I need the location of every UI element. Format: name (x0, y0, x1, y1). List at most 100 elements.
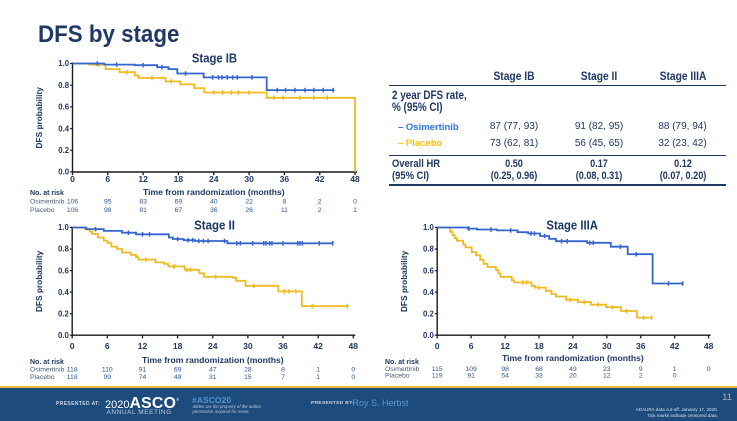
svg-text:6: 6 (105, 341, 110, 351)
svg-text:23: 23 (603, 366, 611, 373)
svg-text:20: 20 (569, 372, 577, 379)
svg-text:1: 1 (673, 366, 677, 373)
svg-text:91: 91 (139, 367, 147, 374)
svg-text:0: 0 (673, 372, 677, 379)
svg-text:1.0: 1.0 (58, 223, 70, 232)
svg-text:12: 12 (603, 372, 611, 379)
svg-text:30: 30 (243, 341, 253, 351)
svg-text:106: 106 (67, 207, 79, 214)
svg-text:12: 12 (500, 341, 510, 351)
svg-text:1: 1 (353, 207, 357, 214)
svg-text:0.0: 0.0 (58, 168, 70, 177)
svg-text:Time from randomization (month: Time from randomization (months) (142, 355, 284, 365)
svg-text:1: 1 (316, 367, 320, 374)
svg-text:69: 69 (175, 199, 183, 206)
svg-text:8: 8 (281, 367, 285, 374)
svg-text:1.0: 1.0 (58, 59, 70, 68)
svg-text:6: 6 (469, 341, 474, 351)
svg-text:2: 2 (318, 199, 322, 206)
svg-text:115: 115 (432, 366, 443, 373)
svg-text:40: 40 (210, 199, 218, 206)
svg-text:0: 0 (70, 174, 75, 184)
svg-text:48: 48 (350, 174, 360, 184)
svg-text:30: 30 (602, 341, 612, 351)
svg-text:Time from randomization (month: Time from randomization (months) (143, 187, 285, 197)
svg-text:118: 118 (67, 374, 78, 381)
svg-text:DFS probability: DFS probability (34, 87, 44, 149)
svg-text:No. at risk: No. at risk (30, 190, 64, 197)
svg-text:0.4: 0.4 (58, 288, 70, 297)
svg-text:2: 2 (639, 372, 643, 379)
svg-text:26: 26 (245, 207, 253, 214)
svg-text:Placebo: Placebo (385, 372, 410, 379)
svg-text:Osimertinib: Osimertinib (30, 367, 65, 374)
svg-text:24: 24 (568, 341, 578, 351)
svg-text:0: 0 (353, 199, 357, 206)
svg-text:0.8: 0.8 (423, 245, 435, 254)
svg-text:Stage IIIA: Stage IIIA (546, 218, 598, 233)
svg-text:0.0: 0.0 (423, 331, 435, 340)
svg-text:42: 42 (313, 341, 323, 351)
svg-text:No. at risk: No. at risk (30, 359, 64, 366)
svg-text:12: 12 (138, 341, 148, 351)
svg-text:0.2: 0.2 (58, 309, 70, 318)
svg-text:69: 69 (174, 367, 182, 374)
svg-text:42: 42 (315, 174, 325, 184)
svg-text:Osimertinib: Osimertinib (30, 199, 65, 206)
svg-text:0.2: 0.2 (423, 309, 435, 318)
svg-text:95: 95 (104, 199, 112, 206)
svg-text:36: 36 (636, 341, 646, 351)
svg-text:Time from randomization (month: Time from randomization (months) (502, 353, 644, 363)
svg-text:DFS probability: DFS probability (399, 250, 409, 312)
svg-text:24: 24 (208, 341, 218, 351)
svg-text:24: 24 (209, 174, 219, 184)
svg-text:67: 67 (175, 207, 183, 214)
svg-text:0.6: 0.6 (58, 103, 70, 112)
svg-text:31: 31 (209, 374, 217, 381)
svg-text:0.4: 0.4 (58, 124, 70, 133)
svg-text:Placebo: Placebo (30, 374, 55, 381)
svg-text:98: 98 (104, 207, 112, 214)
svg-text:0.4: 0.4 (423, 288, 435, 297)
svg-text:Stage IB: Stage IB (192, 50, 237, 65)
svg-text:0.0: 0.0 (58, 331, 70, 340)
svg-text:49: 49 (174, 374, 182, 381)
svg-text:Osimertinib: Osimertinib (385, 366, 420, 373)
svg-text:99: 99 (104, 374, 112, 381)
svg-text:11: 11 (281, 207, 288, 214)
svg-text:118: 118 (67, 367, 78, 374)
svg-text:0.2: 0.2 (58, 146, 70, 155)
svg-text:0: 0 (351, 374, 355, 381)
svg-text:48: 48 (349, 341, 359, 351)
svg-text:0.8: 0.8 (58, 81, 70, 90)
svg-text:30: 30 (244, 174, 254, 184)
svg-text:9: 9 (639, 366, 643, 373)
svg-text:0.6: 0.6 (58, 266, 70, 275)
svg-text:8: 8 (283, 199, 287, 206)
svg-text:0.6: 0.6 (423, 266, 435, 275)
svg-text:6: 6 (105, 174, 110, 184)
svg-text:119: 119 (432, 372, 443, 379)
svg-text:36: 36 (280, 174, 290, 184)
svg-text:68: 68 (535, 366, 543, 373)
svg-text:74: 74 (139, 374, 147, 381)
svg-text:91: 91 (467, 372, 475, 379)
svg-text:106: 106 (67, 199, 79, 206)
svg-text:98: 98 (501, 366, 509, 373)
svg-text:33: 33 (535, 372, 543, 379)
svg-text:Stage II: Stage II (194, 217, 235, 232)
svg-text:12: 12 (138, 174, 148, 184)
svg-text:0.8: 0.8 (58, 245, 70, 254)
svg-text:1: 1 (316, 374, 320, 381)
svg-text:15: 15 (244, 374, 252, 381)
svg-text:28: 28 (244, 367, 252, 374)
svg-text:36: 36 (278, 341, 288, 351)
svg-text:No. at risk: No. at risk (385, 359, 419, 366)
svg-text:DFS probability: DFS probability (34, 250, 44, 312)
svg-text:18: 18 (174, 174, 184, 184)
svg-text:36: 36 (210, 207, 218, 214)
svg-text:83: 83 (139, 199, 147, 206)
svg-text:0: 0 (707, 366, 711, 373)
svg-text:1.0: 1.0 (423, 223, 435, 232)
svg-text:22: 22 (245, 199, 253, 206)
